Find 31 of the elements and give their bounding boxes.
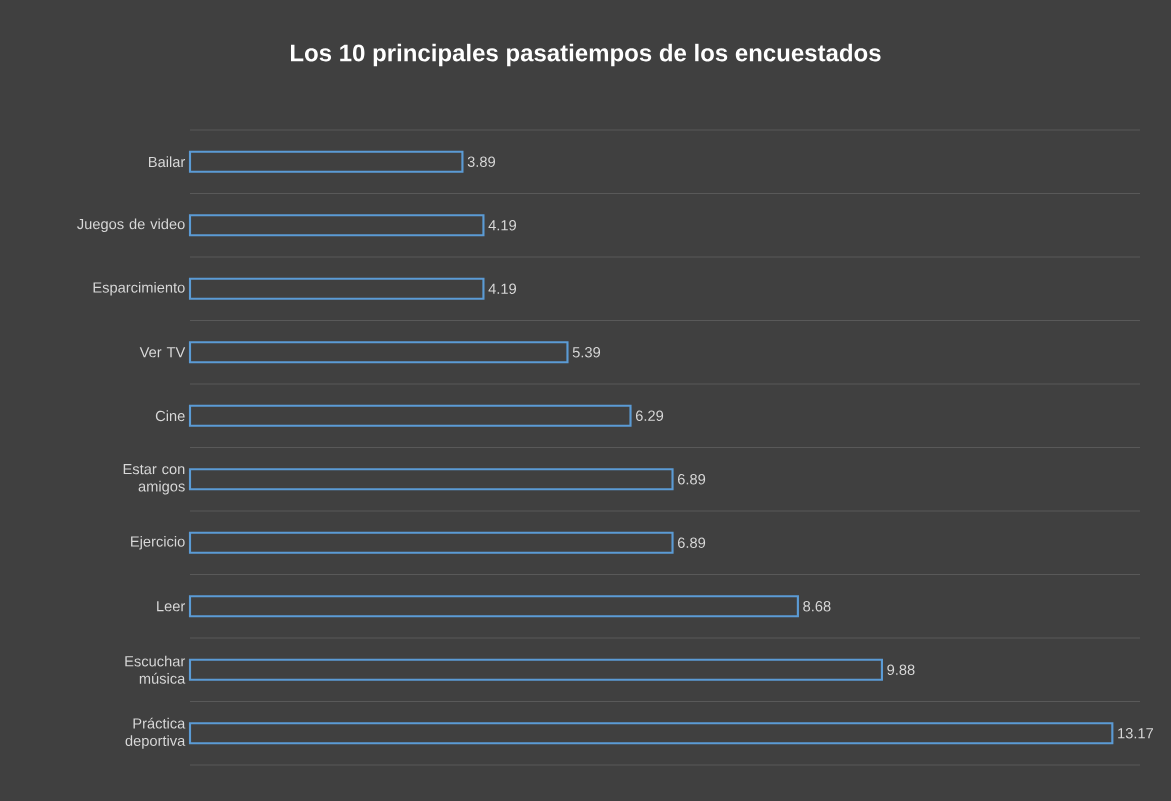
bar [188,531,674,554]
y-tick-label: Leer [157,601,186,612]
y-tick-label: Juegos de video [77,218,185,233]
y-tick-label: Estar con amigos [123,464,185,495]
y-tick-label: Ver TV [139,347,186,358]
data-label: 4.19 [488,220,516,231]
bar [188,595,799,618]
bar [188,150,464,173]
data-label: 6.89 [677,537,706,548]
bar [188,277,485,300]
data-label: 6.89 [677,474,706,485]
bar [188,214,485,237]
bar [188,468,674,491]
bar [188,658,883,681]
data-label: 6.29 [635,410,664,421]
data-label: 9.88 [887,664,915,675]
data-label: 3.89 [467,156,495,167]
bar [188,722,1114,745]
y-tick-label: Cine [155,410,185,422]
y-tick-label: Ejercicio [131,535,185,550]
bar [188,404,632,427]
y-tick-label: Esparcimiento [93,281,185,296]
data-label: 8.68 [803,601,831,612]
y-tick-label: Práctica deportiva [125,717,186,749]
data-label: 4.19 [488,283,516,294]
data-label: 13.17 [1118,728,1154,739]
data-label: 5.39 [572,347,601,358]
chart-title: Los 10 principales pasatiempos de los encuestados [291,43,881,67]
bar [188,341,569,364]
y-tick-label: Bailar [149,156,186,168]
y-tick-label: Escuchar música [125,655,186,684]
